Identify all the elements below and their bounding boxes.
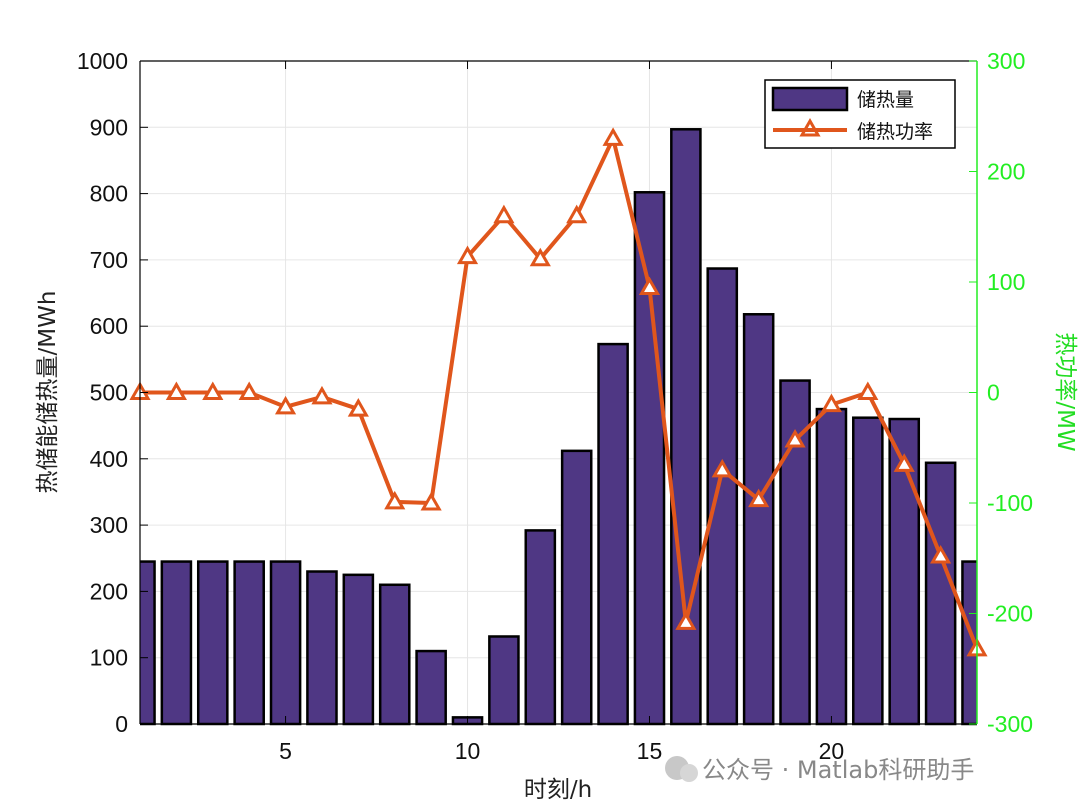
bars-clipped	[140, 128, 977, 726]
bar	[269, 560, 302, 726]
line-marker	[857, 381, 879, 400]
bar	[160, 560, 193, 726]
bar	[306, 570, 338, 726]
y-tick-label: 800	[90, 181, 128, 207]
x-tick-label: 15	[637, 738, 663, 764]
y-tick-label: 500	[90, 380, 128, 406]
x-tick-label: 5	[279, 738, 292, 764]
grid-lines	[140, 60, 977, 725]
y2-tick-label: 300	[987, 48, 1025, 74]
bar	[742, 313, 775, 726]
line-marker	[493, 204, 515, 224]
y-tick-label: 300	[90, 512, 128, 538]
legend-label-bar: 储热量	[857, 89, 914, 111]
bar	[560, 449, 593, 726]
legend: 储热量 储热功率	[764, 79, 956, 149]
line-marker	[784, 428, 806, 448]
bar	[233, 560, 265, 726]
y2-tick-label: -300	[987, 711, 1033, 737]
line-marker	[711, 458, 733, 478]
line-marker	[602, 127, 624, 146]
line-marker	[529, 247, 551, 267]
line-marker	[347, 398, 369, 417]
line-marker	[748, 488, 770, 508]
y-tick-label: 600	[90, 313, 128, 339]
bar	[670, 128, 702, 726]
bar	[633, 191, 666, 726]
y-axis-label: 热储能储热量/MWh	[35, 291, 61, 494]
x-tick-label: 20	[819, 738, 845, 764]
y2-tick-label: 200	[987, 159, 1025, 185]
line-marker	[675, 611, 697, 630]
line-marker	[893, 453, 915, 472]
x-tick-label: 10	[455, 738, 481, 764]
bar	[342, 573, 375, 726]
legend-swatch-marker	[799, 117, 821, 137]
y2-tick-label: -200	[987, 601, 1033, 627]
line-marker	[420, 491, 442, 511]
y-tick-label: 0	[115, 711, 128, 737]
wechat-icon-bubble	[680, 764, 698, 782]
line-marker	[202, 381, 224, 400]
y2-tick-label: 100	[987, 269, 1025, 295]
line-marker	[384, 490, 406, 510]
y-tick-label: 400	[90, 446, 128, 472]
y2-tick-label: 0	[987, 380, 1000, 406]
line-marker	[274, 395, 297, 415]
y2-tick-label: -100	[987, 490, 1033, 516]
bar	[597, 342, 629, 726]
axes	[139, 60, 978, 725]
bar	[488, 635, 520, 726]
bar	[815, 407, 848, 726]
line-series	[129, 127, 988, 657]
bar-series	[140, 128, 977, 726]
x-axis-label: 时刻/h	[524, 777, 592, 803]
line-marker	[930, 545, 952, 564]
line-marker	[238, 381, 260, 400]
line-marker	[311, 385, 333, 405]
y-tick-label: 1000	[77, 48, 128, 74]
series-line	[140, 136, 979, 650]
y-tick-label: 900	[90, 114, 128, 140]
legend-label-line: 储热功率	[857, 121, 933, 143]
bar	[378, 583, 411, 726]
line-marker	[566, 204, 588, 224]
y-tick-label: 200	[90, 578, 128, 604]
line-marker	[820, 393, 843, 413]
bar	[706, 267, 739, 726]
legend-swatch-bar	[771, 86, 849, 112]
y-tick-label: 700	[90, 247, 128, 273]
tick-labels: 5 10 15 2001002003004005006007008009001000-…	[77, 48, 1033, 764]
y2-axis-label: 热功率/MW	[1052, 332, 1078, 451]
bar	[524, 529, 557, 726]
bar	[852, 416, 884, 726]
bar	[196, 560, 229, 726]
line-marker	[165, 381, 187, 400]
y-tick-label: 100	[90, 645, 128, 671]
line-marker	[456, 245, 479, 265]
line-marker	[638, 276, 661, 296]
watermark-text: 公众号 · Matlab科研助手	[702, 756, 974, 784]
watermark: 公众号 · Matlab科研助手	[665, 756, 974, 784]
bar	[961, 560, 977, 726]
bar	[924, 461, 957, 726]
bar	[415, 649, 447, 726]
